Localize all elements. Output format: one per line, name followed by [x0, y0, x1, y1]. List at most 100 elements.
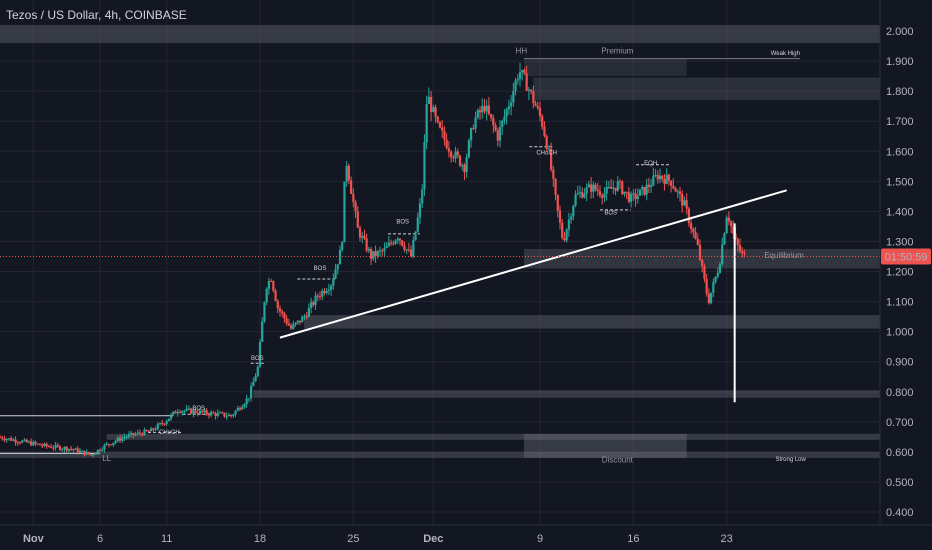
candle-body: [212, 412, 214, 413]
candle-body: [534, 103, 536, 106]
candle-body: [259, 342, 261, 367]
candle-body: [390, 243, 392, 244]
candle-body: [383, 248, 385, 251]
candle-body: [41, 445, 43, 446]
candle-body: [232, 415, 234, 416]
candle-body: [66, 447, 68, 451]
candle-body: [37, 444, 39, 445]
candle-body: [597, 190, 599, 191]
candle-body: [554, 179, 556, 195]
candle-body: [623, 192, 625, 194]
candle-body: [154, 429, 156, 430]
candle-body: [399, 239, 401, 241]
candle-body: [179, 412, 181, 413]
candle-body: [419, 203, 421, 217]
candle-body: [286, 318, 288, 323]
candle-body: [539, 108, 541, 116]
candle-body: [630, 194, 632, 202]
candle-body: [19, 443, 21, 444]
candle-body: [99, 450, 101, 451]
y-tick-label: 1.200: [886, 267, 914, 279]
candle-body: [566, 230, 568, 241]
x-tick-label: Dec: [423, 533, 443, 545]
candle-body: [481, 106, 483, 112]
premium-zone: [524, 58, 687, 76]
candle-body: [141, 434, 143, 435]
candle-body: [641, 187, 643, 189]
candle-body: [619, 181, 621, 182]
candle-body: [0, 437, 1, 438]
candle-body: [361, 236, 363, 238]
candle-body: [441, 127, 443, 130]
candle-body: [3, 439, 5, 440]
candle-body: [479, 110, 481, 112]
candle-body: [314, 296, 316, 305]
candle-body: [608, 187, 610, 188]
candle-body: [137, 433, 139, 434]
supply-zone: [533, 78, 880, 101]
candle-body: [446, 140, 448, 149]
x-tick-label: 6: [97, 533, 103, 545]
candle-body: [432, 107, 434, 112]
candle-body: [583, 194, 585, 198]
candle-body: [519, 72, 521, 79]
candle-body: [172, 412, 174, 415]
candle-body: [477, 110, 479, 118]
candle-body: [617, 181, 619, 190]
candle-body: [499, 127, 501, 141]
candle-body: [183, 411, 185, 412]
candle-body: [159, 423, 161, 424]
candle-body: [443, 131, 445, 140]
candle-body: [532, 92, 534, 104]
candle-body: [688, 209, 690, 223]
y-tick-label: 1.100: [886, 297, 914, 309]
candle-body: [326, 291, 328, 293]
candle-body: [70, 449, 72, 450]
candle-body: [603, 194, 605, 198]
candle-body: [226, 416, 228, 417]
candle-body: [697, 239, 699, 245]
candle-body: [626, 192, 628, 193]
candle-body: [61, 449, 63, 450]
candle-body: [106, 444, 108, 445]
candle-body: [377, 251, 379, 256]
candle-body: [452, 157, 454, 158]
candle-body: [208, 414, 210, 415]
candle-body: [288, 324, 290, 326]
candle-body: [570, 217, 572, 220]
candle-body: [57, 445, 59, 446]
candle-body: [343, 182, 345, 242]
candle-body: [363, 236, 365, 238]
candle-body: [143, 430, 145, 435]
candle-body: [112, 443, 114, 445]
candle-body: [439, 122, 441, 128]
candle-body: [401, 241, 403, 246]
candle-body: [266, 289, 268, 302]
candle-body: [408, 249, 410, 250]
candle-body: [299, 321, 301, 323]
candle-body: [308, 308, 310, 317]
candle-body: [366, 238, 368, 250]
candle-body: [239, 408, 241, 409]
candle-body: [490, 114, 492, 118]
candle-body: [146, 430, 148, 431]
candle-body: [243, 404, 245, 407]
x-tick-label: 16: [627, 533, 639, 545]
candle-body: [54, 445, 56, 448]
candle-body: [517, 79, 519, 80]
candle-body: [123, 437, 125, 438]
candle-body: [699, 245, 701, 260]
candle-body: [257, 367, 259, 376]
x-tick-label: Nov: [23, 533, 45, 545]
candle-body: [337, 264, 339, 269]
candle-body: [672, 186, 674, 188]
candle-body: [83, 451, 85, 455]
candle-body: [161, 423, 163, 424]
candle-body: [254, 376, 256, 381]
candle-body: [263, 302, 265, 321]
candle-body: [21, 441, 23, 443]
discount-zone: [0, 452, 880, 458]
label-ll: LL: [102, 454, 111, 463]
candle-body: [561, 223, 563, 238]
